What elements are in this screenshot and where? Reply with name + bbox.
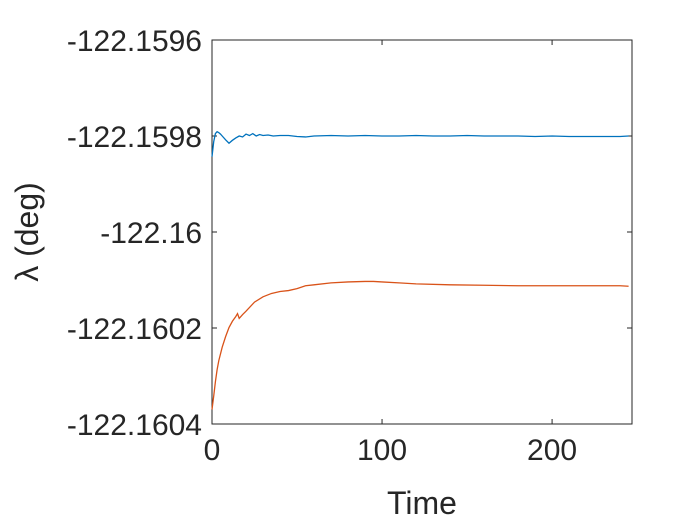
x-tick-label: 100 — [357, 434, 407, 467]
y-tick-label: -122.1598 — [67, 121, 202, 154]
y-tick-label: -122.1604 — [67, 409, 202, 442]
series-line-2 — [211, 280, 629, 410]
y-tick-label: -122.1596 — [67, 25, 202, 58]
series-group — [211, 130, 629, 410]
series-line-1 — [211, 130, 629, 157]
x-tick-label: 0 — [204, 434, 221, 467]
x-axis-label: Time — [387, 485, 457, 521]
plot-area — [211, 39, 633, 425]
tick-marks — [211, 39, 632, 425]
y-tick-label: -122.1602 — [67, 313, 202, 346]
tick-labels: 0 100 200 -122.1596 -122.1598 -122.16 -122.160… — [67, 25, 577, 467]
axes-box — [211, 39, 633, 425]
y-tick-label: -122.16 — [100, 217, 202, 250]
y-axis-label: λ (deg) — [9, 182, 45, 282]
x-tick-label: 200 — [527, 434, 577, 467]
